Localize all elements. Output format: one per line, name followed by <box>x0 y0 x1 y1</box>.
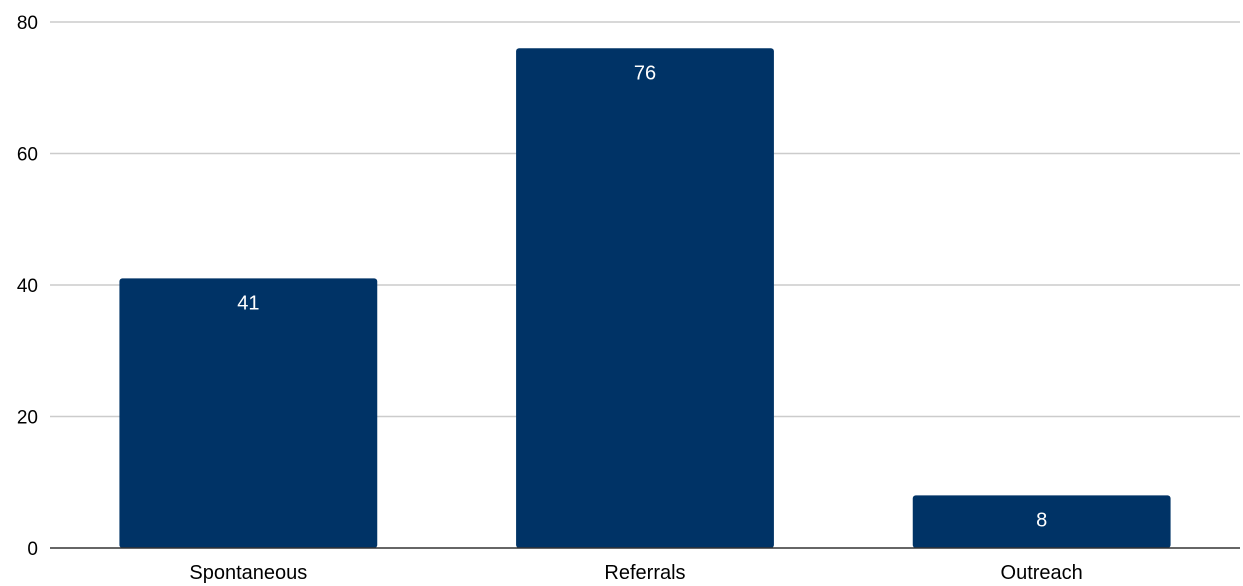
x-category-label-outreach: Outreach <box>1001 562 1083 584</box>
bar-referrals <box>516 48 774 549</box>
y-tick-label-0: 0 <box>27 539 38 560</box>
data-labels: 41 76 8 <box>237 62 1047 531</box>
bar-outreach <box>912 495 1171 548</box>
x-axis-categories: Spontaneous Referrals Outreach <box>189 562 1082 584</box>
bars <box>119 48 1171 549</box>
data-label-outreach: 8 <box>1036 509 1047 531</box>
y-tick-label-80: 80 <box>17 13 38 34</box>
y-tick-label-40: 40 <box>17 276 38 297</box>
data-label-referrals: 76 <box>634 62 656 84</box>
x-category-label-spontaneous: Spontaneous <box>189 562 307 584</box>
y-axis-ticks: 0 20 40 60 80 <box>17 13 38 560</box>
y-tick-label-60: 60 <box>17 145 38 166</box>
data-label-spontaneous: 41 <box>237 292 259 314</box>
x-category-label-referrals: Referrals <box>604 562 685 584</box>
bar-spontaneous <box>119 278 378 548</box>
y-tick-label-20: 20 <box>17 408 38 429</box>
